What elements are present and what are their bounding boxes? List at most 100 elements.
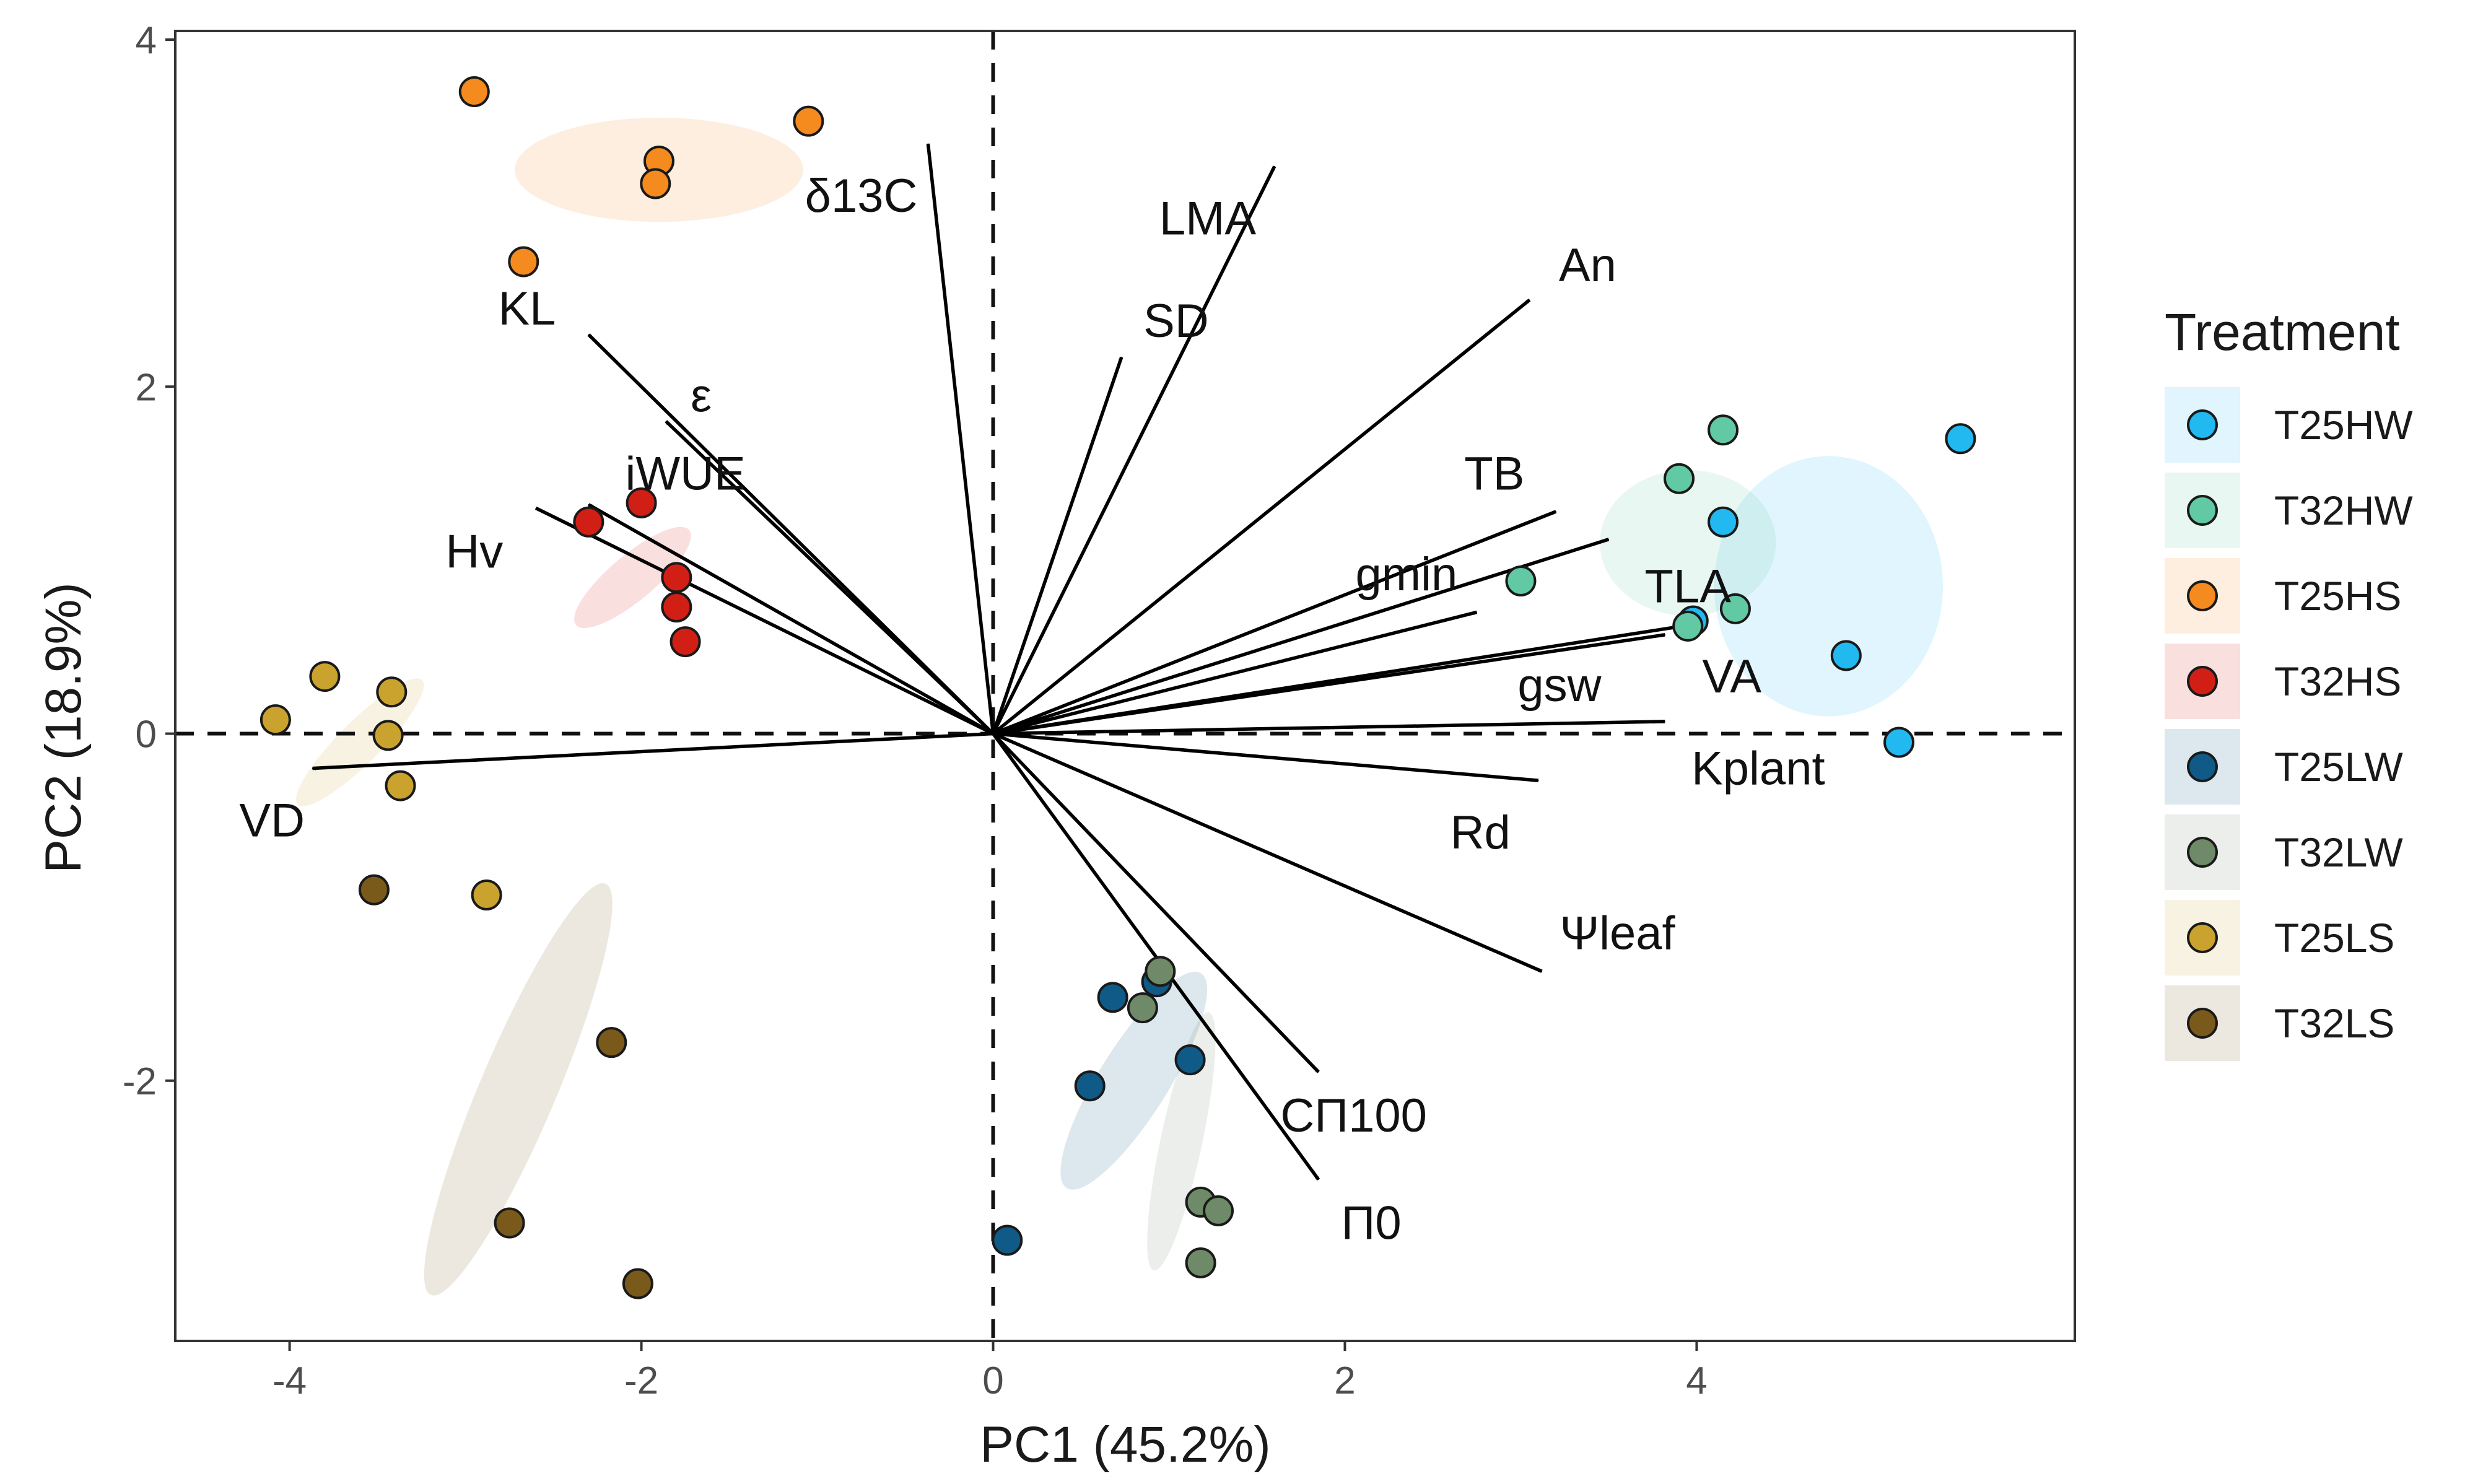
legend-label-T25HS: T25HS bbox=[2274, 573, 2401, 619]
loading-label-Ψleaf: Ψleaf bbox=[1560, 907, 1676, 960]
point-T25LS-4 bbox=[385, 770, 416, 801]
point-T25HW-1 bbox=[1830, 640, 1862, 671]
loading-arrow-ε bbox=[665, 420, 995, 735]
point-T25LW-4 bbox=[992, 1224, 1023, 1256]
loading-arrow-iWUE bbox=[588, 503, 994, 735]
loading-arrow-LMA bbox=[992, 167, 1276, 735]
point-T25HS-4 bbox=[508, 246, 539, 277]
point-T32HS-0 bbox=[626, 487, 657, 518]
legend-key-point-T32HW bbox=[2187, 495, 2218, 526]
point-T25HS-3 bbox=[640, 168, 671, 199]
legend-key-point-T25HW bbox=[2187, 409, 2218, 440]
loading-label-Hv: Hv bbox=[445, 525, 503, 578]
loading-arrow-TB bbox=[992, 510, 1556, 736]
loading-label-ε: ε bbox=[691, 369, 712, 422]
loading-label-VA: VA bbox=[1702, 650, 1761, 703]
point-T32LW-1 bbox=[1127, 992, 1158, 1024]
y-axis-title: PC2 (18.9%) bbox=[35, 582, 92, 873]
x-tick-label: -2 bbox=[624, 1360, 658, 1402]
confidence-ellipses bbox=[296, 118, 1944, 1296]
loading-arrow-VA bbox=[993, 624, 1683, 736]
x-tick-label: 0 bbox=[982, 1360, 1003, 1402]
point-T32HW-1 bbox=[1664, 463, 1695, 494]
score-points bbox=[260, 76, 1976, 1299]
loading-label-Π0: Π0 bbox=[1341, 1197, 1401, 1250]
legend-key-point-T32HS bbox=[2187, 666, 2218, 697]
loading-label-KL: KL bbox=[498, 282, 556, 335]
point-T32HS-1 bbox=[573, 506, 604, 538]
point-T25LW-3 bbox=[1074, 1070, 1106, 1102]
legend-label-T32HW: T32HW bbox=[2274, 487, 2413, 533]
point-T32LS-2 bbox=[494, 1207, 525, 1239]
loading-label-LMA: LMA bbox=[1159, 193, 1257, 245]
loading-label-An: An bbox=[1559, 239, 1616, 292]
y-tick-label: 2 bbox=[136, 366, 157, 409]
axis-titles: PC1 (45.2%) PC2 (18.9%) bbox=[35, 582, 1271, 1473]
point-T25HW-0 bbox=[1945, 423, 1976, 455]
loading-arrow-VD bbox=[313, 731, 993, 769]
reference-lines bbox=[175, 31, 2075, 1341]
point-T32LW-0 bbox=[1145, 956, 1176, 987]
legend-label-T32LS: T32LS bbox=[2274, 1000, 2394, 1046]
ellipse-T25LS bbox=[296, 678, 424, 806]
point-T25LW-2 bbox=[1174, 1044, 1206, 1076]
legend-label-T32HS: T32HS bbox=[2274, 658, 2401, 704]
loading-arrow-TLA bbox=[992, 538, 1609, 736]
axis-ticks: -4 -2 0 2 4 -2 0 2 4 bbox=[123, 19, 1708, 1402]
point-T25LS-1 bbox=[309, 661, 341, 692]
point-T32LS-3 bbox=[622, 1268, 653, 1299]
point-T25LW-1 bbox=[1097, 982, 1128, 1013]
legend-label-T25LS: T25LS bbox=[2274, 915, 2394, 961]
point-T32LW-3 bbox=[1203, 1195, 1234, 1226]
loading-label-TLA: TLA bbox=[1645, 560, 1732, 613]
legend-key-point-T25LW bbox=[2187, 751, 2218, 782]
point-T32HW-3 bbox=[1719, 593, 1751, 624]
point-T32HW-4 bbox=[1672, 610, 1704, 642]
legend-label-T25LW: T25LW bbox=[2274, 744, 2404, 790]
x-axis-title: PC1 (45.2%) bbox=[980, 1416, 1270, 1473]
loading-arrow-CΠ100 bbox=[992, 732, 1320, 1073]
point-T25LS-5 bbox=[471, 879, 502, 911]
loading-label-Rd: Rd bbox=[1451, 806, 1511, 859]
loading-label-TB: TB bbox=[1464, 447, 1524, 500]
loading-arrows bbox=[313, 144, 1683, 1181]
loading-label-CΠ100: CΠ100 bbox=[1280, 1089, 1427, 1142]
loading-arrow-An bbox=[992, 299, 1531, 735]
loading-arrow-gmin bbox=[992, 610, 1477, 736]
legend-key-point-T32LS bbox=[2187, 1008, 2218, 1039]
loading-arrow-Kplant bbox=[993, 722, 1665, 736]
loading-label-gmin: gmin bbox=[1356, 548, 1458, 601]
plot-frame bbox=[174, 30, 2076, 1342]
loading-arrow-Ψleaf bbox=[992, 732, 1542, 973]
legend-key-point-T32LW bbox=[2187, 837, 2218, 868]
ellipse-T32HS bbox=[574, 526, 691, 629]
ellipse-T32LS bbox=[424, 883, 613, 1296]
point-T25HW-2 bbox=[1883, 727, 1915, 758]
loading-label-δ13C: δ13C bbox=[805, 170, 918, 222]
point-T32HS-3 bbox=[661, 591, 692, 623]
panel-border bbox=[174, 30, 2076, 1342]
ellipse-T32LW bbox=[1147, 1012, 1216, 1271]
point-T25LS-0 bbox=[260, 704, 291, 736]
loading-arrow-SD bbox=[991, 357, 1123, 735]
point-T25LS-3 bbox=[372, 720, 404, 751]
x-tick-label: 2 bbox=[1334, 1360, 1355, 1402]
legend-key-point-T25LS bbox=[2187, 922, 2218, 953]
loading-arrow-Hv bbox=[536, 506, 994, 736]
ellipse-T25HW bbox=[1714, 456, 1944, 717]
point-T32HW-2 bbox=[1505, 565, 1537, 597]
y-tick-label: 0 bbox=[136, 714, 157, 756]
y-tick-label: -2 bbox=[123, 1060, 157, 1103]
loading-arrow-δ13C bbox=[928, 144, 995, 734]
loading-label-VD: VD bbox=[239, 795, 305, 847]
legend-label-T25HW: T25HW bbox=[2274, 402, 2413, 448]
point-T25HS-0 bbox=[458, 76, 490, 108]
point-T25LS-2 bbox=[376, 676, 408, 708]
point-T32HS-2 bbox=[661, 562, 692, 593]
y-tick-label: 4 bbox=[136, 19, 157, 62]
point-T32HW-0 bbox=[1708, 414, 1739, 446]
legend-title: Treatment bbox=[2165, 303, 2400, 361]
point-T25HW-3 bbox=[1708, 506, 1739, 538]
